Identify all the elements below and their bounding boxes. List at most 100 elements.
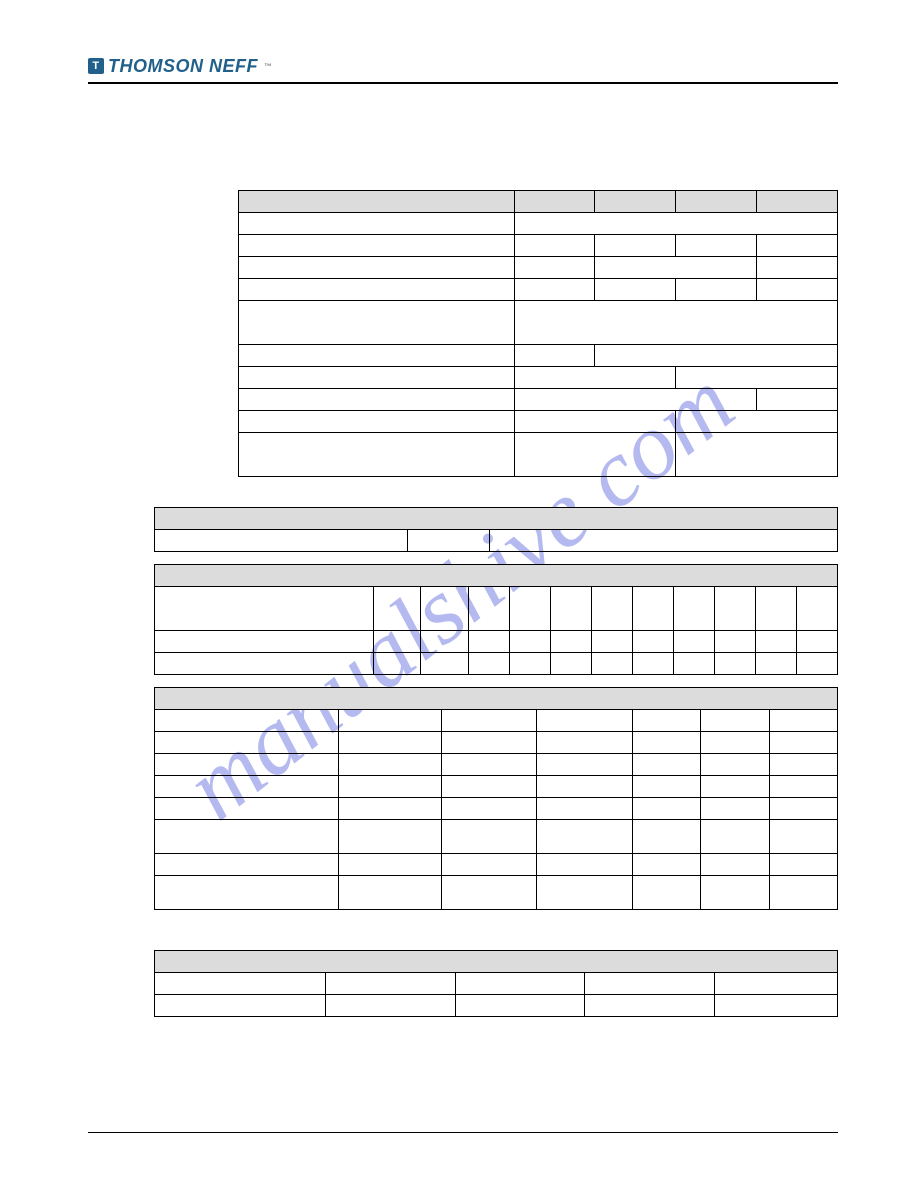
- table-cell: [592, 587, 633, 631]
- table-cell: [676, 433, 838, 477]
- table-cell: [796, 587, 837, 631]
- table-cell: [715, 995, 838, 1017]
- table-cell: [714, 631, 755, 653]
- table-cell: [421, 653, 469, 675]
- table-cell: [239, 433, 515, 477]
- table-cell: [339, 710, 441, 732]
- table-cell: [421, 631, 469, 653]
- table-cell: [239, 411, 515, 433]
- table-cell: [239, 191, 515, 213]
- footer-line: [88, 1132, 838, 1133]
- table-cell: [674, 587, 715, 631]
- table-cell: [339, 854, 441, 876]
- content: T THOMSON NEFF ™: [88, 50, 838, 1017]
- table-cell: [676, 235, 757, 257]
- table-cell: [510, 653, 551, 675]
- table-cell: [155, 530, 408, 552]
- table-cell: [595, 191, 676, 213]
- table-cell: [441, 876, 537, 910]
- table-cell: [339, 754, 441, 776]
- table-5: [154, 950, 838, 1017]
- table-cell: [676, 367, 838, 389]
- table-cell: [769, 854, 837, 876]
- table-cell: [155, 776, 339, 798]
- table-cell: [796, 653, 837, 675]
- table-cell: [155, 587, 374, 631]
- table-cell: [714, 653, 755, 675]
- table-cell: [514, 213, 837, 235]
- table-cell: [676, 411, 838, 433]
- brand-icon: T: [88, 58, 104, 74]
- table-cell: [155, 876, 339, 910]
- brand-tm: ™: [264, 62, 273, 71]
- table-2: [154, 507, 838, 552]
- table-cell: [514, 235, 595, 257]
- table-cell: [537, 854, 633, 876]
- table-5-wrap: [154, 950, 838, 1017]
- table-cell: [595, 345, 838, 367]
- table-cell: [796, 631, 837, 653]
- table-cell: [585, 995, 715, 1017]
- table-cell: [633, 587, 674, 631]
- page: manualshive.com T THOMSON NEFF ™: [0, 0, 918, 1188]
- table-cell: [339, 798, 441, 820]
- table-cell: [514, 367, 676, 389]
- table-cell: [239, 279, 515, 301]
- table-cell: [514, 257, 595, 279]
- table-cell: [441, 710, 537, 732]
- table-cell: [701, 776, 769, 798]
- table-cell: [701, 710, 769, 732]
- brand-logo: T THOMSON NEFF ™: [88, 56, 273, 77]
- table-4: [154, 687, 838, 910]
- table-cell: [633, 854, 701, 876]
- table-cell: [769, 820, 837, 854]
- table-cell: [514, 191, 595, 213]
- table-cell: [757, 279, 838, 301]
- table-cell: [469, 631, 510, 653]
- table-cell: [537, 754, 633, 776]
- table-cell: [373, 631, 421, 653]
- table-cell: [239, 213, 515, 235]
- table-cell: [469, 587, 510, 631]
- table-cell: [585, 973, 715, 995]
- brand-name: THOMSON NEFF: [108, 56, 258, 77]
- table-cell: [441, 798, 537, 820]
- table-cell: [755, 587, 796, 631]
- table-cell: [701, 798, 769, 820]
- table-cell: [769, 710, 837, 732]
- table-cell: [421, 587, 469, 631]
- table-cell: [155, 820, 339, 854]
- table-cell: [155, 710, 339, 732]
- table-cell: [633, 820, 701, 854]
- table-cell: [407, 530, 489, 552]
- table-cell: [714, 587, 755, 631]
- table-cell: [755, 631, 796, 653]
- table-cell: [633, 798, 701, 820]
- table-cell: [537, 710, 633, 732]
- table-cell: [633, 876, 701, 910]
- table-cell: [469, 653, 510, 675]
- table-cell: [769, 798, 837, 820]
- table-cell: [239, 389, 515, 411]
- table-cell: [155, 754, 339, 776]
- table-cell: [595, 235, 676, 257]
- table-cell: [441, 820, 537, 854]
- table-cell: [514, 433, 676, 477]
- table-cell: [239, 257, 515, 279]
- table-cell: [551, 653, 592, 675]
- table-cell: [239, 301, 515, 345]
- table-cell: [537, 798, 633, 820]
- table-header: [155, 565, 838, 587]
- table-cell: [769, 754, 837, 776]
- table-cell: [551, 587, 592, 631]
- table-cell: [633, 631, 674, 653]
- table-cell: [676, 279, 757, 301]
- table-cell: [769, 776, 837, 798]
- table-cell: [757, 389, 838, 411]
- table-cell: [339, 732, 441, 754]
- table-cell: [769, 876, 837, 910]
- table-cell: [592, 631, 633, 653]
- table-cell: [455, 973, 585, 995]
- table-cell: [701, 754, 769, 776]
- table-cell: [537, 776, 633, 798]
